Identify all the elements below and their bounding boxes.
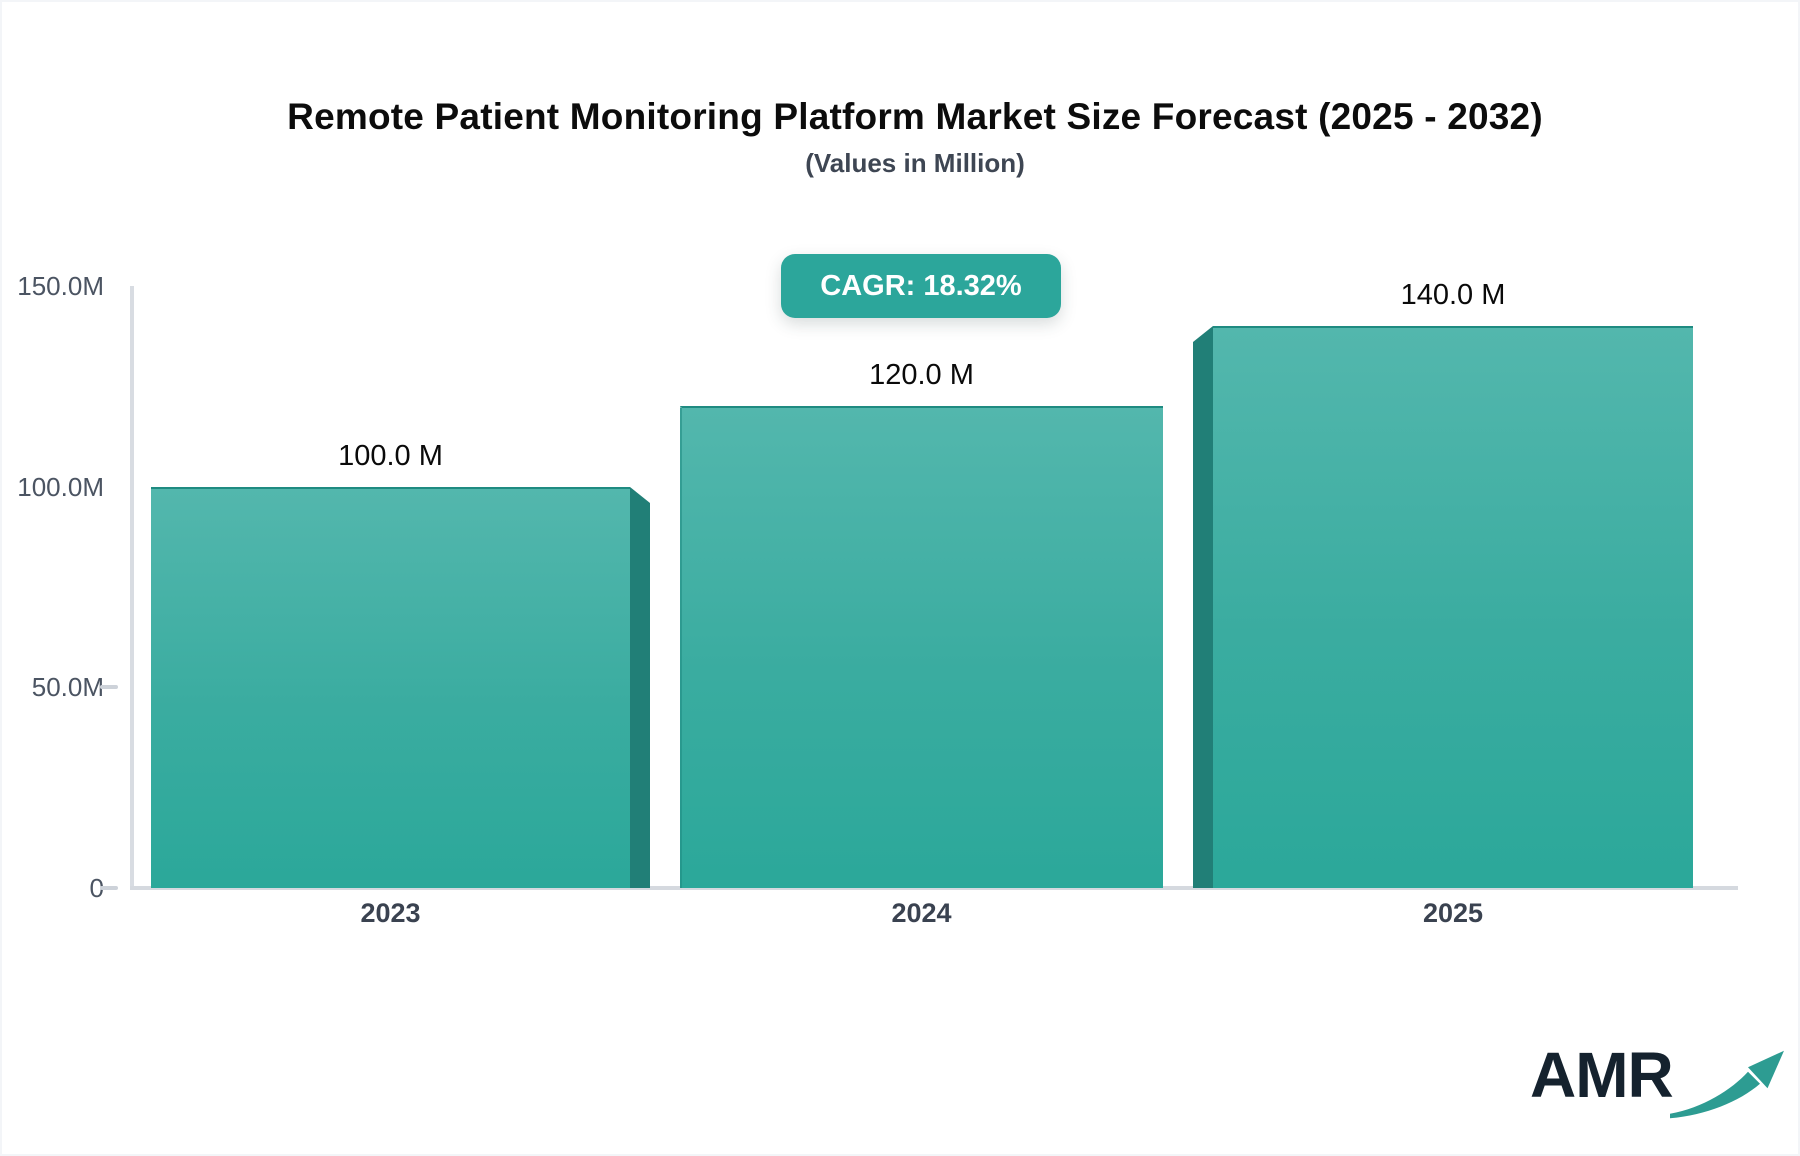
amr-logo-text: AMR (1530, 1039, 1674, 1111)
y-tick-mark (100, 886, 118, 890)
bar-value-label: 100.0 M (338, 440, 443, 472)
bar-2024 (680, 406, 1163, 888)
x-tick-label: 2025 (1422, 898, 1484, 928)
chart-subtitle: (Values in Million) (805, 148, 1025, 178)
bar-2023 (151, 487, 630, 888)
x-axis-baseline (130, 886, 1738, 890)
bar-3d-side-2023 (630, 487, 650, 888)
amr-logo: AMR (1520, 1028, 1784, 1128)
chart-title: Remote Patient Monitoring Platform Marke… (287, 96, 1543, 137)
bar-value-label: 120.0 M (869, 359, 974, 391)
bar-3d-side-2025 (1193, 326, 1213, 888)
x-tick-label: 2023 (360, 898, 421, 928)
bar-2025 (1213, 326, 1693, 888)
bar-value-label: 140.0 M (1400, 279, 1506, 311)
y-tick-mark (100, 685, 118, 690)
x-tick-label: 2024 (891, 898, 952, 928)
growth-arrow-icon (1670, 1050, 1784, 1119)
y-tick-label: 50.0M (31, 672, 104, 703)
cagr-badge: CAGR: 18.32% (781, 254, 1061, 318)
y-tick-label: 150.0M (17, 270, 104, 301)
y-tick-label: 100.0M (17, 471, 104, 502)
y-tick-label: 0 (89, 873, 104, 903)
cagr-badge-label: CAGR: 18.32% (820, 269, 1022, 302)
y-axis-line (130, 286, 134, 888)
